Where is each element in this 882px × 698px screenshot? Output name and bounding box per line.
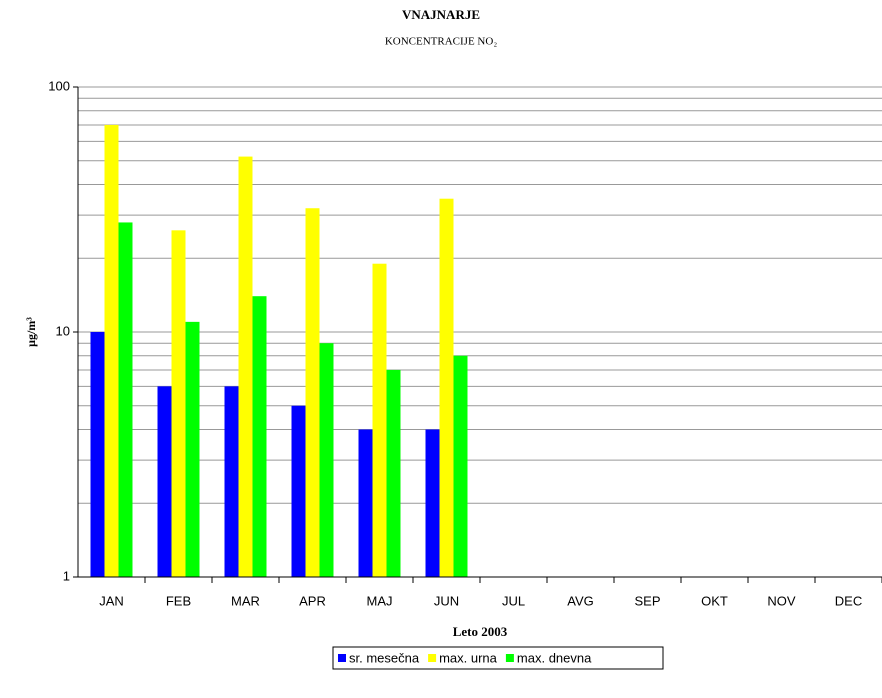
bar — [425, 429, 440, 577]
bar — [90, 332, 105, 577]
x-tick-label: SEP — [634, 593, 660, 608]
bar — [104, 124, 119, 577]
bar — [118, 222, 133, 577]
bar — [224, 386, 239, 577]
legend-label: sr. mesečna — [349, 650, 420, 665]
x-tick-label: OKT — [701, 593, 728, 608]
legend-label: max. urna — [439, 650, 498, 665]
y-axis-label: μg/m³ — [24, 317, 38, 347]
legend-label: max. dnevna — [517, 650, 592, 665]
x-tick-label: APR — [299, 593, 326, 608]
bar — [157, 386, 172, 577]
y-tick-label: 100 — [48, 78, 70, 93]
x-tick-label: MAR — [231, 593, 260, 608]
x-tick-label: JAN — [99, 593, 124, 608]
x-tick-label: AVG — [567, 593, 594, 608]
bar — [439, 198, 454, 578]
chart-subtitle: KONCENTRACIJE NO₂ — [385, 36, 497, 48]
bar — [238, 156, 253, 578]
bar — [358, 429, 373, 577]
legend-swatch — [505, 654, 514, 662]
bar — [171, 230, 186, 577]
x-tick-label: JUL — [502, 593, 525, 608]
bar — [252, 296, 267, 577]
bar — [386, 369, 401, 577]
y-tick-label: 1 — [63, 568, 70, 583]
bar — [319, 343, 334, 577]
bar — [372, 263, 387, 577]
legend-swatch — [428, 654, 437, 662]
x-tick-label: NOV — [767, 593, 796, 608]
x-tick-label: DEC — [835, 593, 862, 608]
bar — [291, 405, 306, 577]
x-tick-label: FEB — [166, 593, 191, 608]
bar — [305, 208, 320, 577]
legend-swatch — [338, 654, 346, 662]
x-axis-label: Leto 2003 — [453, 624, 508, 639]
bar — [453, 355, 468, 577]
x-tick-label: MAJ — [367, 593, 393, 608]
chart-title: VNAJNARJE — [402, 7, 480, 22]
y-tick-label: 10 — [56, 323, 70, 338]
x-tick-label: JUN — [434, 593, 459, 608]
legend-box — [332, 646, 664, 670]
bar — [185, 321, 200, 577]
